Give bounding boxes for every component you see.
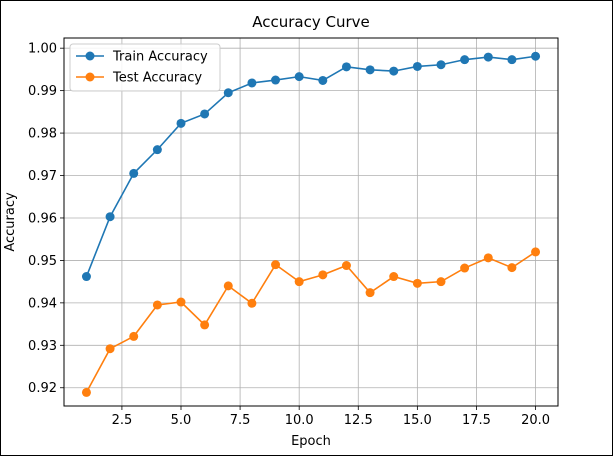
legend-label: Train Accuracy [112, 50, 208, 65]
test-accuracy-series [81, 247, 541, 397]
test-accuracy-point [129, 331, 139, 341]
y-tick-label: 0.93 [28, 339, 57, 354]
train-accuracy-point [176, 118, 186, 128]
chart-title: Accuracy Curve [252, 13, 370, 31]
x-tick-label: 12.5 [344, 413, 373, 428]
test-accuracy-point [341, 261, 351, 271]
y-tick-label: 0.99 [28, 84, 57, 99]
test-accuracy-point [152, 300, 162, 310]
train-accuracy-point [247, 78, 257, 88]
test-accuracy-point [412, 278, 422, 288]
test-accuracy-point [81, 387, 91, 397]
x-axis-label: Epoch [291, 434, 331, 449]
x-tick-label: 5.0 [171, 413, 192, 428]
series-layer [81, 51, 541, 397]
train-accuracy-point [365, 65, 375, 75]
legend-box [69, 43, 221, 92]
test-accuracy-point [247, 298, 257, 308]
train-accuracy-point [81, 272, 91, 282]
test-accuracy-point [436, 277, 446, 287]
test-accuracy-point [507, 263, 517, 273]
x-axis-ticks: 2.5 5.0 7.5 10.0 12.5 15.0 17.5 20.0 [112, 406, 550, 428]
x-tick-label: 20.0 [521, 413, 550, 428]
train-accuracy-point [200, 109, 210, 119]
y-tick-label: 0.98 [28, 127, 57, 142]
legend-item: Test Accuracy [76, 71, 202, 86]
test-accuracy-line [85, 251, 536, 393]
test-accuracy-point [200, 320, 210, 330]
legend-marker [85, 51, 95, 61]
train-accuracy-point [483, 52, 493, 62]
train-accuracy-point [271, 75, 281, 85]
test-accuracy-point [531, 247, 541, 257]
plot-area-frame [63, 37, 559, 407]
train-accuracy-point [152, 145, 162, 155]
legend-item: Train Accuracy [76, 50, 208, 65]
y-tick-label: 1.00 [28, 42, 57, 57]
y-tick-label: 0.92 [28, 381, 57, 396]
train-accuracy-series [81, 51, 541, 282]
test-accuracy-point [223, 281, 233, 291]
test-accuracy-point [365, 288, 375, 298]
test-accuracy-point [460, 263, 470, 273]
test-accuracy-point [294, 277, 304, 287]
x-tick-label: 2.5 [112, 413, 133, 428]
train-accuracy-point [531, 51, 541, 61]
grid [64, 38, 558, 406]
x-tick-label: 10.0 [285, 413, 314, 428]
test-accuracy-point [176, 297, 186, 307]
test-accuracy-point [271, 260, 281, 270]
train-accuracy-point [318, 75, 328, 85]
train-accuracy-point [412, 61, 422, 71]
legend: Train Accuracy Test Accuracy [69, 43, 221, 92]
train-accuracy-point [105, 212, 115, 222]
train-accuracy-point [436, 60, 446, 70]
train-accuracy-point [389, 66, 399, 76]
legend-marker [85, 72, 95, 82]
train-accuracy-point [460, 55, 470, 65]
y-tick-label: 0.96 [28, 211, 57, 226]
y-tick-label: 0.94 [28, 296, 57, 311]
test-accuracy-point [318, 270, 328, 280]
test-accuracy-point [389, 272, 399, 282]
train-accuracy-point [507, 55, 517, 65]
test-accuracy-point [105, 344, 115, 354]
train-accuracy-point [223, 88, 233, 98]
x-tick-label: 17.5 [462, 413, 491, 428]
y-tick-label: 0.95 [28, 254, 57, 269]
y-axis-ticks: 0.92 0.93 0.94 0.95 0.96 0.97 0.98 0.99 1.00 [28, 42, 64, 396]
train-accuracy-point [294, 72, 304, 82]
legend-label: Test Accuracy [112, 71, 202, 86]
x-tick-label: 7.5 [230, 413, 251, 428]
x-tick-label: 15.0 [403, 413, 432, 428]
test-accuracy-point [483, 253, 493, 263]
train-accuracy-point [341, 62, 351, 72]
train-accuracy-point [129, 168, 139, 178]
y-axis-label: Accuracy [3, 192, 18, 252]
y-tick-label: 0.97 [28, 169, 57, 184]
